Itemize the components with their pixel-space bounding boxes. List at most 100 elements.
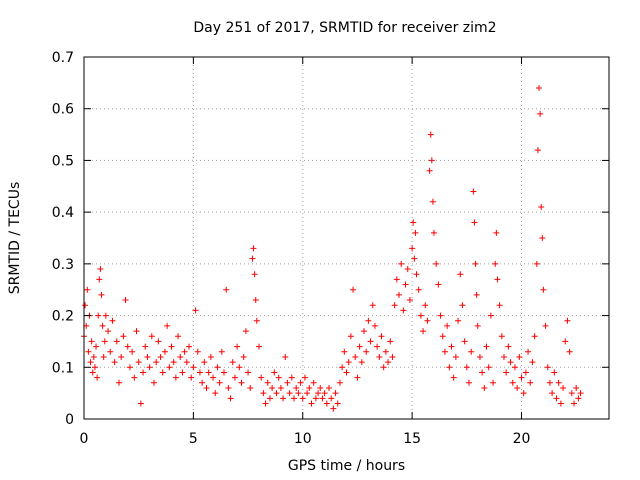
data-point [363, 348, 370, 355]
chart-title: Day 251 of 2017, SRMTID for receiver zim… [193, 20, 496, 36]
data-point [168, 343, 175, 350]
data-point [533, 260, 540, 267]
data-point [129, 348, 136, 355]
data-point [503, 369, 510, 376]
data-point [422, 302, 429, 309]
data-point [199, 379, 206, 386]
data-point [210, 374, 217, 381]
data-point [575, 395, 582, 402]
data-point [439, 333, 446, 340]
data-point [518, 374, 525, 381]
data-point [124, 343, 131, 350]
data-point [330, 405, 337, 412]
data-point [122, 297, 129, 304]
data-point [538, 203, 545, 210]
data-point [100, 353, 107, 360]
data-point [95, 312, 102, 319]
data-point [352, 353, 359, 360]
data-point [496, 302, 503, 309]
data-point [529, 359, 536, 366]
data-point [227, 395, 234, 402]
data-point [441, 348, 448, 355]
data-point [89, 369, 96, 376]
data-point [90, 353, 97, 360]
data-point [365, 317, 372, 324]
data-points [81, 85, 584, 412]
data-point [253, 317, 260, 324]
y-tick-label: 0 [65, 412, 74, 428]
data-point [258, 374, 265, 381]
data-point [341, 348, 348, 355]
data-point [275, 374, 282, 381]
data-point [343, 369, 350, 376]
data-point [461, 338, 468, 345]
data-point [271, 369, 278, 376]
data-point [194, 348, 201, 355]
data-point [273, 390, 280, 397]
data-point [376, 353, 383, 360]
data-point [91, 364, 98, 371]
data-point [493, 229, 500, 236]
data-point [175, 333, 182, 340]
data-point [137, 400, 144, 407]
data-point [317, 384, 324, 391]
data-point [573, 384, 580, 391]
data-point [511, 364, 518, 371]
data-point [540, 286, 547, 293]
data-point [553, 395, 560, 402]
data-point [398, 260, 405, 267]
data-point [299, 395, 306, 402]
x-axis-label: GPS time / hours [288, 458, 405, 474]
data-point [234, 343, 241, 350]
data-point [247, 384, 254, 391]
data-point [157, 353, 164, 360]
data-point [452, 353, 459, 360]
data-point [236, 364, 243, 371]
data-point [146, 364, 153, 371]
data-point [306, 384, 313, 391]
data-point [196, 369, 203, 376]
data-point [391, 302, 398, 309]
data-point [312, 395, 319, 402]
y-tick-label: 0.4 [52, 205, 74, 221]
data-point [371, 322, 378, 329]
data-point [483, 343, 490, 350]
data-point [516, 353, 523, 360]
data-point [415, 286, 422, 293]
x-tick-label: 20 [513, 431, 531, 447]
data-point [264, 379, 271, 386]
data-point [96, 276, 103, 283]
data-point [522, 369, 529, 376]
data-point [172, 374, 179, 381]
data-point [323, 400, 330, 407]
data-point [249, 255, 256, 262]
data-point [417, 312, 424, 319]
y-axis-label: SRMTID / TECUs [7, 182, 23, 295]
data-point [427, 131, 434, 138]
data-point [214, 364, 221, 371]
y-tick-label: 0.6 [52, 102, 74, 118]
data-point [546, 379, 553, 386]
data-point [382, 348, 389, 355]
data-point [435, 281, 442, 288]
data-point [534, 147, 541, 154]
data-point [429, 198, 436, 205]
data-point [155, 338, 162, 345]
data-point [288, 374, 295, 381]
data-point [188, 374, 195, 381]
data-point [562, 338, 569, 345]
data-point [332, 390, 339, 397]
data-point [378, 333, 385, 340]
data-point [356, 343, 363, 350]
data-point [326, 384, 332, 391]
grid-lines [84, 57, 609, 419]
data-point [481, 384, 488, 391]
data-point [544, 364, 551, 371]
data-point [293, 384, 300, 391]
data-point [431, 229, 437, 236]
data-point [192, 307, 199, 314]
data-point [262, 400, 269, 407]
data-point [223, 286, 230, 293]
data-point [242, 328, 249, 335]
data-point [571, 400, 577, 407]
